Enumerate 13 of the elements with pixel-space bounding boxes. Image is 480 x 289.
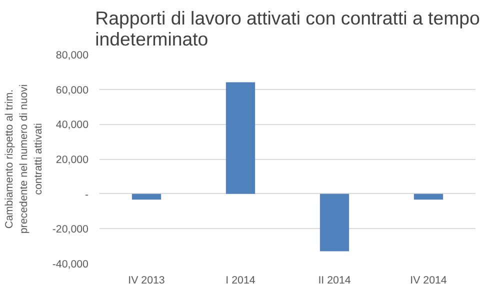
y-tick-label: -40,000 bbox=[52, 258, 89, 270]
y-tick-label: 20,000 bbox=[56, 154, 89, 166]
y-tick-label: 80,000 bbox=[56, 50, 89, 62]
y-tick-label: 60,000 bbox=[56, 84, 89, 96]
y-axis-title: Cambiamento rispetto al trim. precedente nel numero di nuovi contratti attivati bbox=[4, 84, 44, 234]
chart-title: Rapporti di lavoro attivati con contratti a tempo indeterminato bbox=[95, 8, 480, 50]
y-tick-label: 40,000 bbox=[56, 119, 89, 132]
x-tick-label: I 2014 bbox=[226, 274, 256, 286]
y-tick-label: - bbox=[84, 188, 89, 201]
x-tick-label: IV 2013 bbox=[128, 274, 165, 286]
x-tick-label: IV 2014 bbox=[410, 274, 447, 286]
y-tick-label: -20,000 bbox=[52, 224, 89, 236]
x-tick-label: II 2014 bbox=[318, 274, 351, 286]
